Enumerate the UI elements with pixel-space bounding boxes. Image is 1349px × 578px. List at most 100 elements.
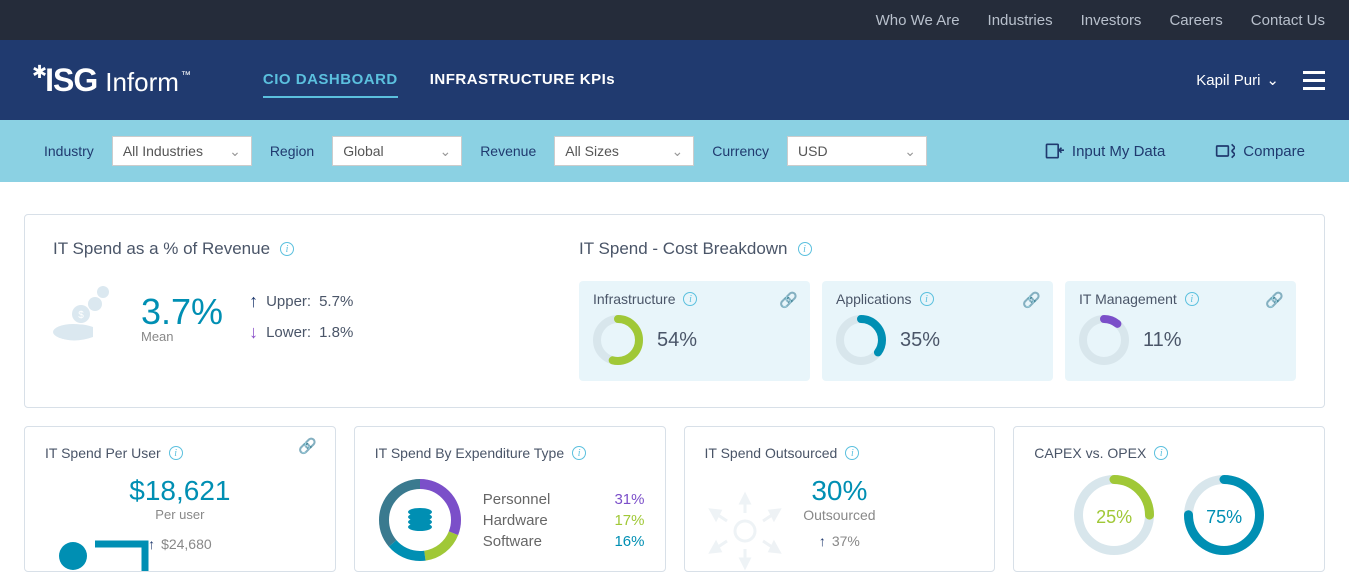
- top-card: IT Spend as a % of Revenue i $ 3.7% Mean…: [24, 214, 1325, 408]
- content-area: IT Spend as a % of Revenue i $ 3.7% Mean…: [0, 182, 1349, 572]
- tab-infrastructure-kpis[interactable]: INFRASTRUCTURE KPIs: [430, 63, 615, 98]
- exp-label: Hardware: [483, 512, 548, 529]
- expenditure-item: Hardware 17%: [483, 512, 645, 529]
- currency-value: USD: [798, 143, 828, 159]
- user-menu[interactable]: Kapil Puri ⌄: [1196, 71, 1279, 89]
- arrow-down-icon: ↓: [249, 322, 258, 343]
- header: ✱ ISG Inform ™ CIO DASHBOARD INFRASTRUCT…: [0, 40, 1349, 120]
- outsourced-next: 37%: [832, 533, 860, 549]
- capex-title: CAPEX vs. OPEX: [1034, 445, 1146, 461]
- lower-value: 1.8%: [319, 324, 353, 341]
- input-my-data-label: Input My Data: [1072, 143, 1165, 160]
- revenue-label: Revenue: [480, 143, 536, 159]
- industry-value: All Industries: [123, 143, 203, 159]
- link-icon[interactable]: 🔗: [1265, 291, 1284, 309]
- compare-button[interactable]: Compare: [1215, 141, 1305, 161]
- logo[interactable]: ✱ ISG Inform ™: [32, 62, 191, 99]
- currency-label: Currency: [712, 143, 769, 159]
- spend-revenue-title: IT Spend as a % of Revenue: [53, 239, 270, 259]
- svg-text:$: $: [78, 310, 84, 321]
- main-tabs: CIO DASHBOARD INFRASTRUCTURE KPIs: [263, 63, 1196, 98]
- burst-icon: [695, 491, 795, 572]
- link-icon[interactable]: 🔗: [779, 291, 798, 309]
- revenue-select[interactable]: All Sizes ⌄: [554, 136, 694, 166]
- compare-icon: [1215, 141, 1235, 161]
- currency-select[interactable]: USD ⌄: [787, 136, 927, 166]
- link-icon[interactable]: 🔗: [298, 437, 317, 455]
- logo-text-inform: Inform: [105, 67, 179, 98]
- exp-value: 17%: [614, 512, 644, 529]
- info-icon[interactable]: i: [572, 446, 586, 460]
- cost-breakdown-panel: IT Spend - Cost Breakdown i Infrastructu…: [551, 215, 1324, 407]
- breakdown-card[interactable]: Infrastructure i 🔗 54%: [579, 281, 810, 381]
- capex-donut: 75%: [1184, 475, 1264, 560]
- filter-bar: Industry All Industries ⌄ Region Global …: [0, 120, 1349, 182]
- exp-label: Software: [483, 533, 542, 550]
- chevron-down-icon: ⌄: [229, 143, 241, 160]
- exp-value: 31%: [614, 491, 644, 508]
- expenditure-item: Personnel 31%: [483, 491, 645, 508]
- hand-coins-icon: $: [53, 282, 123, 352]
- hamburger-menu-icon[interactable]: [1303, 71, 1325, 90]
- revenue-value: All Sizes: [565, 143, 619, 159]
- top-nav: Who We Are Industries Investors Careers …: [0, 0, 1349, 40]
- breakdown-label: Applications: [836, 291, 912, 307]
- info-icon[interactable]: i: [845, 446, 859, 460]
- breakdown-value: 54%: [657, 329, 697, 352]
- input-my-data-button[interactable]: Input My Data: [1044, 141, 1165, 161]
- upper-value: 5.7%: [319, 293, 353, 310]
- tab-cio-dashboard[interactable]: CIO DASHBOARD: [263, 63, 398, 98]
- capex-value: 75%: [1184, 475, 1264, 560]
- logo-tm: ™: [181, 70, 191, 81]
- outsourced-card: IT Spend Outsourced i 30% Outsourced ↑ 3…: [684, 426, 996, 572]
- donut-icon: [1079, 315, 1129, 365]
- link-icon[interactable]: 🔗: [1022, 291, 1041, 309]
- import-icon: [1044, 141, 1064, 161]
- chevron-down-icon: ⌄: [439, 143, 451, 160]
- breakdown-value: 35%: [900, 329, 940, 352]
- info-icon[interactable]: i: [920, 292, 934, 306]
- nav-careers[interactable]: Careers: [1169, 12, 1222, 29]
- cylinder-icon: [45, 536, 155, 572]
- industry-label: Industry: [44, 143, 94, 159]
- nav-who[interactable]: Who We Are: [876, 12, 960, 29]
- breakdown-title: IT Spend - Cost Breakdown: [579, 239, 788, 259]
- arrow-up-icon: ↑: [819, 533, 826, 549]
- user-name-label: Kapil Puri: [1196, 72, 1260, 89]
- chevron-down-icon: ⌄: [1266, 71, 1279, 89]
- info-icon[interactable]: i: [1154, 446, 1168, 460]
- nav-industries[interactable]: Industries: [988, 12, 1053, 29]
- exp-value: 16%: [614, 533, 644, 550]
- info-icon[interactable]: i: [169, 446, 183, 460]
- info-icon[interactable]: i: [683, 292, 697, 306]
- upper-label: Upper:: [266, 293, 311, 310]
- chevron-down-icon: ⌄: [904, 143, 916, 160]
- per-user-card: IT Spend Per User i 🔗 $18,621 Per user ↑…: [24, 426, 336, 572]
- info-icon[interactable]: i: [280, 242, 294, 256]
- per-user-label: Per user: [45, 507, 315, 522]
- chevron-down-icon: ⌄: [672, 143, 684, 160]
- industry-select[interactable]: All Industries ⌄: [112, 136, 252, 166]
- arrow-up-icon: ↑: [249, 291, 258, 312]
- nav-investors[interactable]: Investors: [1081, 12, 1142, 29]
- breakdown-card[interactable]: IT Management i 🔗 11%: [1065, 281, 1296, 381]
- breakdown-card[interactable]: Applications i 🔗 35%: [822, 281, 1053, 381]
- multi-donut-icon: [375, 475, 465, 565]
- region-value: Global: [343, 143, 383, 159]
- compare-label: Compare: [1243, 143, 1305, 160]
- info-icon[interactable]: i: [1185, 292, 1199, 306]
- per-user-next: $24,680: [161, 536, 212, 552]
- logo-text-isg: ISG: [45, 62, 97, 99]
- breakdown-label: Infrastructure: [593, 291, 675, 307]
- donut-icon: [836, 315, 886, 365]
- region-select[interactable]: Global ⌄: [332, 136, 462, 166]
- expenditure-item: Software 16%: [483, 533, 645, 550]
- spend-revenue-value: 3.7%: [141, 291, 223, 333]
- info-icon[interactable]: i: [798, 242, 812, 256]
- capex-value: 25%: [1074, 475, 1154, 560]
- outsourced-title: IT Spend Outsourced: [705, 445, 838, 461]
- region-label: Region: [270, 143, 314, 159]
- nav-contact[interactable]: Contact Us: [1251, 12, 1325, 29]
- exp-label: Personnel: [483, 491, 551, 508]
- capex-opex-card: CAPEX vs. OPEX i 25% 75%: [1013, 426, 1325, 572]
